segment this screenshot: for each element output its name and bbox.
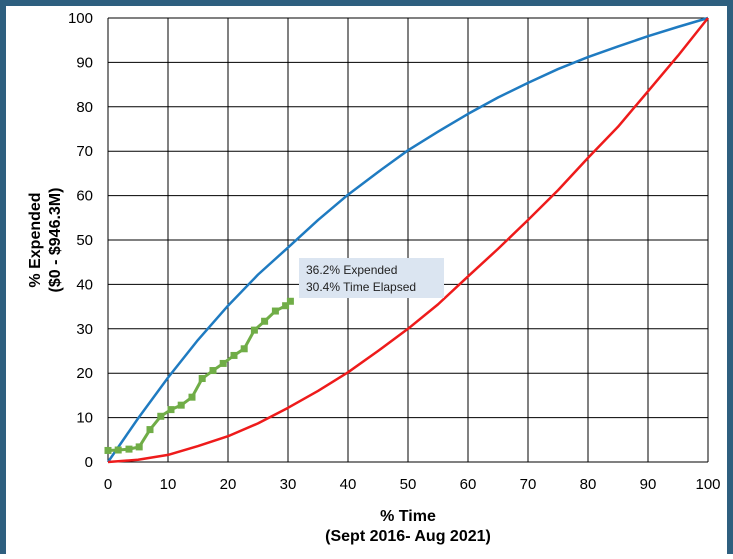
y-tick-label-90: 90 [76,54,93,71]
actual-marker-11 [219,359,227,367]
actual-marker-14 [250,326,258,334]
annotation-line-1: 36.2% Expended [306,263,397,277]
y-axis-title-group: % Expended ($0 - $946.3M) [27,188,64,293]
actual-marker-5 [157,412,165,420]
x-tick-label-90: 90 [640,476,657,493]
y-tick-label-60: 60 [76,188,93,205]
actual-marker-6 [167,406,175,414]
y-tick-labels: 0 10 20 30 40 50 60 70 80 90 100 [68,10,93,471]
x-tick-label-10: 10 [160,476,177,493]
actual-marker-2 [125,445,133,453]
actual-marker-13 [240,345,248,353]
x-tick-label-80: 80 [580,476,597,493]
x-tick-label-60: 60 [460,476,477,493]
y-tick-label-30: 30 [76,321,93,338]
y-tick-label-50: 50 [76,232,93,249]
actual-marker-10 [209,367,217,375]
x-tick-label-30: 30 [280,476,297,493]
x-axis-subtitle: (Sept 2016- Aug 2021) [325,528,491,545]
y-tick-label-10: 10 [76,410,93,427]
x-tick-labels: 0 10 20 30 40 50 60 70 80 90 100 [104,476,721,493]
x-tick-label-70: 70 [520,476,537,493]
actual-marker-4 [146,426,154,434]
frame-border-left [0,0,6,554]
y-tick-label-0: 0 [85,454,93,471]
x-tick-label-20: 20 [220,476,237,493]
actual-marker-9 [198,375,206,383]
series-line-lower [107,17,709,464]
x-axis-title: % Time [380,508,436,525]
frame-border-right [727,0,733,554]
x-tick-label-100: 100 [695,476,720,493]
actual-marker-16 [271,307,279,315]
actual-marker-1 [114,446,122,454]
actual-marker-7 [177,401,185,409]
y-tick-label-100: 100 [68,10,93,27]
frame-border-top [0,0,733,6]
x-tick-label-50: 50 [400,476,417,493]
annotation-line-2: 30.4% Time Elapsed [306,280,416,294]
actual-marker-18 [286,297,294,305]
actual-marker-15 [261,317,269,325]
actual-marker-17 [282,302,290,310]
y-tick-label-70: 70 [76,143,93,160]
y-axis-subtitle: ($0 - $946.3M) [47,188,64,293]
y-tick-label-80: 80 [76,99,93,116]
actual-marker-8 [188,393,196,401]
annotation-background [299,258,444,298]
y-axis-title: % Expended [27,192,44,287]
annotation-box: 36.2% Expended 30.4% Time Elapsed [299,258,444,298]
x-tick-label-40: 40 [340,476,357,493]
series-line-upper [106,16,709,463]
y-tick-label-20: 20 [76,365,93,382]
actual-markers [104,297,294,454]
x-tick-label-0: 0 [104,476,112,493]
actual-marker-12 [230,351,238,359]
actual-marker-3 [135,443,143,451]
actual-marker-0 [104,446,112,454]
y-tick-label-40: 40 [76,276,93,293]
